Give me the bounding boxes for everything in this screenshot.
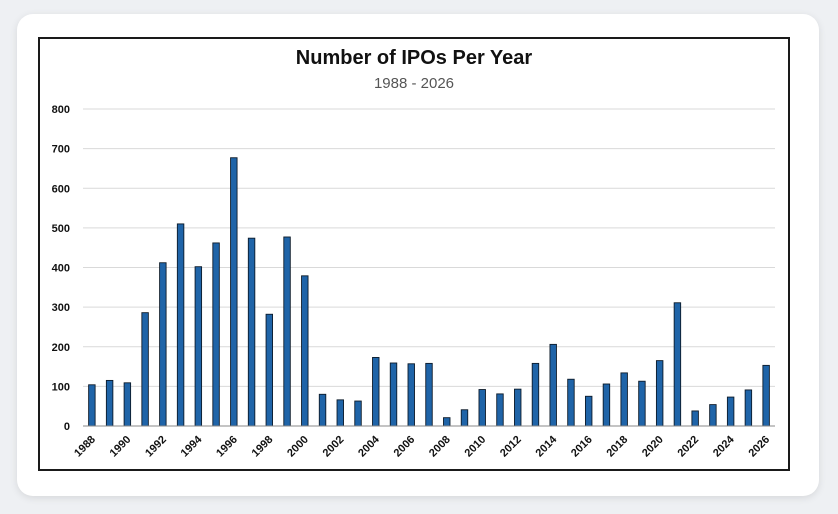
y-tick-label: 800	[52, 104, 70, 116]
bar-1993	[176, 223, 185, 427]
bar-2022	[691, 410, 699, 427]
chart-title: Number of IPOs Per Year	[295, 47, 533, 69]
x-tick-label: 2018	[605, 434, 631, 460]
x-tick-label: 1998	[250, 434, 276, 460]
y-tick-label: 300	[52, 302, 70, 314]
bar-2011	[496, 393, 504, 427]
bar-2005	[389, 362, 398, 427]
bar-2019	[638, 380, 646, 427]
bar-1989	[105, 379, 114, 427]
bar-2002	[336, 399, 344, 427]
bar-2004	[372, 356, 380, 427]
bar-2010	[478, 389, 486, 427]
bar-2014	[549, 343, 557, 427]
bar-2009	[460, 409, 469, 427]
x-tick-label: 2020	[640, 434, 666, 460]
bar-1992	[159, 262, 167, 427]
bar-2021	[673, 302, 682, 427]
x-tick-label: 2026	[746, 434, 772, 460]
x-tick-label: 2012	[498, 434, 524, 460]
bar-1998	[265, 313, 274, 427]
x-tick-label: 2000	[285, 434, 311, 460]
bar-2020	[655, 360, 664, 427]
bar-2026	[762, 364, 770, 427]
bar-2007	[425, 362, 433, 427]
x-tick-label: 2006	[392, 434, 418, 460]
bar-1997	[247, 237, 256, 427]
x-tick-label: 2008	[427, 434, 453, 460]
bar-2017	[602, 383, 611, 427]
x-tick-label: 1992	[143, 434, 169, 460]
y-axis-ticks: 0 100 200 300 400 500 600 700 800	[52, 104, 70, 433]
bar-2003	[354, 400, 362, 427]
bar-1995	[212, 242, 220, 427]
x-tick-label: 1988	[72, 434, 98, 460]
x-tick-label: 2002	[321, 434, 347, 460]
x-tick-label: 2024	[711, 433, 737, 459]
bar-2013	[531, 362, 540, 427]
bar-1991	[141, 312, 149, 427]
x-tick-label: 2014	[534, 433, 560, 459]
y-tick-label: 0	[64, 421, 70, 433]
bar-1994	[194, 266, 203, 427]
bar-2008	[443, 417, 451, 427]
x-tick-label: 2004	[356, 433, 382, 459]
chart-subtitle: 1988 - 2026	[373, 75, 455, 92]
x-tick-label: 2022	[675, 434, 701, 460]
bar-2025	[744, 389, 753, 427]
x-tick-label: 2010	[463, 434, 489, 460]
x-tick-label: 1990	[108, 434, 134, 460]
bar-1988	[88, 384, 96, 427]
bar-2018	[620, 372, 628, 427]
bar-2023	[709, 404, 717, 427]
y-tick-label: 400	[52, 263, 70, 275]
bars	[88, 157, 770, 427]
x-tick-label: 1996	[214, 434, 240, 460]
x-tick-label: 1994	[179, 433, 205, 459]
x-axis-ticks: 1988 1990 1992 1994 1996 1998 2000 2002 2004 2006…	[72, 433, 772, 459]
bar-2000	[301, 275, 309, 427]
bar-2024	[726, 396, 735, 427]
bar-1996	[230, 157, 238, 427]
y-tick-label: 700	[52, 144, 70, 156]
y-tick-label: 100	[52, 381, 70, 393]
x-tick-label: 2016	[569, 434, 595, 460]
y-tick-label: 600	[52, 183, 70, 195]
y-tick-label: 200	[52, 342, 70, 354]
y-tick-label: 500	[52, 223, 70, 235]
bar-2015	[567, 378, 575, 427]
bar-2012	[514, 388, 522, 427]
gridlines	[83, 108, 775, 387]
bar-1990	[123, 382, 132, 427]
bar-2001	[318, 393, 327, 427]
bar-1999	[283, 236, 291, 427]
bar-2006	[407, 363, 415, 427]
bar-2016	[584, 395, 593, 427]
